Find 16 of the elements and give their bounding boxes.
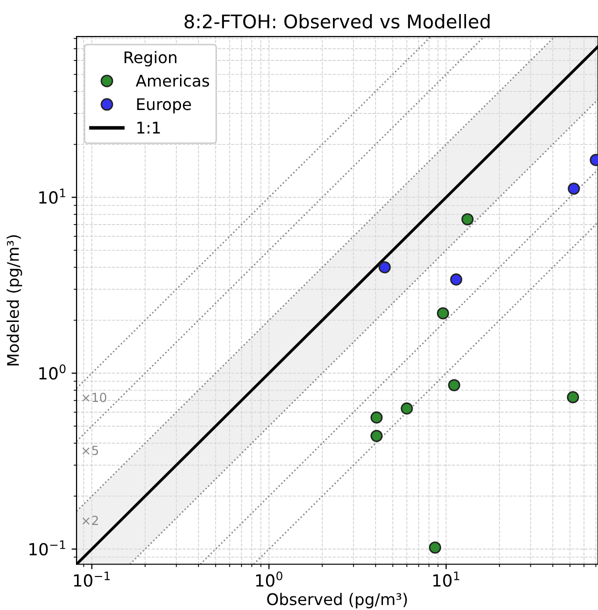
x-tick-label: 10$^{1}$ [433,572,460,587]
legend-title: Region [124,50,176,66]
legend-label: 1:1 [137,122,160,134]
annotation: ×10 [82,392,106,402]
y-axis-title: Modeled (pg/m³) [6,235,22,366]
x-axis-title: Observed (pg/m³) [267,592,407,608]
x-tick-label: 10$^{−1}$ [74,572,110,587]
y-tick-label: 10$^{−1}$ [29,540,66,556]
legend-label: Europe [137,98,191,114]
y-tick-label: 10$^{1}$ [39,188,66,204]
y-tick-label: 10$^{0}$ [39,364,66,380]
chart-title: 8:2-FTOH: Observed vs Modelled [184,14,490,29]
legend-label: Americas [136,74,210,87]
annotation: ×5 [82,446,98,456]
annotation: ×2 [82,516,98,525]
x-tick-label: 10$^{0}$ [256,571,282,587]
